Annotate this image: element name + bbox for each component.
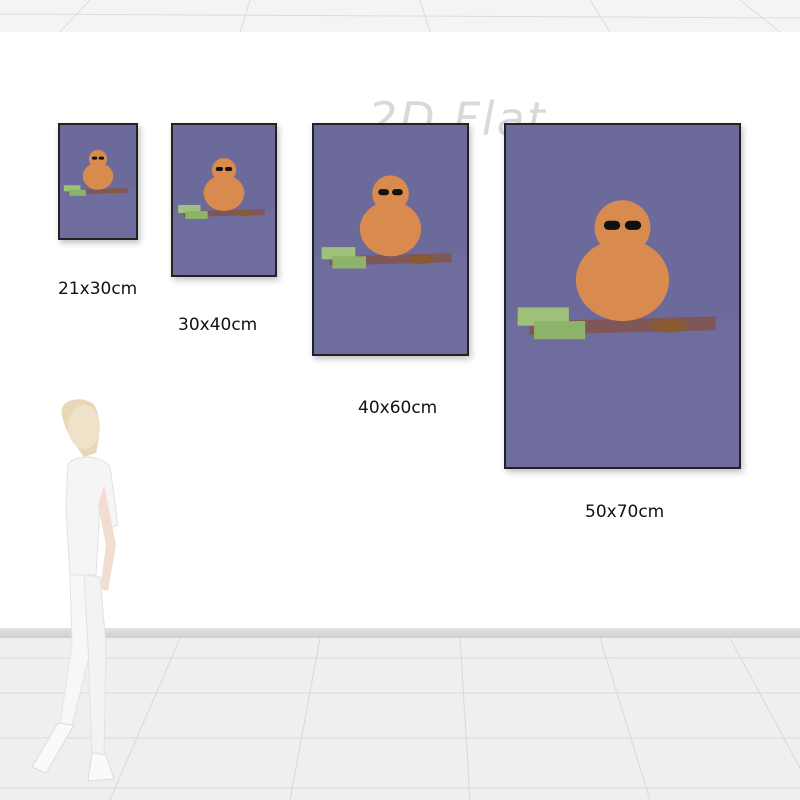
floor-tiles xyxy=(0,638,800,800)
ceiling-tiles xyxy=(0,0,800,32)
poster-40x60 xyxy=(312,123,469,356)
size-label-40x60: 40x60cm xyxy=(358,398,438,418)
cat-artwork xyxy=(506,125,739,467)
cat-artwork xyxy=(60,125,136,238)
cat-artwork xyxy=(173,125,275,275)
cat-artwork xyxy=(314,125,467,354)
standing-person xyxy=(0,395,150,795)
gallery-floor xyxy=(0,638,800,800)
ceiling xyxy=(0,0,800,32)
person-silhouette xyxy=(31,399,119,782)
poster-50x70 xyxy=(504,123,741,469)
size-label-30x40: 30x40cm xyxy=(178,315,258,335)
poster-21x30 xyxy=(58,123,138,240)
size-label-50x70: 50x70cm xyxy=(585,502,665,522)
poster-30x40 xyxy=(171,123,277,277)
size-label-21x30: 21x30cm xyxy=(58,279,138,299)
baseboard xyxy=(0,628,800,638)
